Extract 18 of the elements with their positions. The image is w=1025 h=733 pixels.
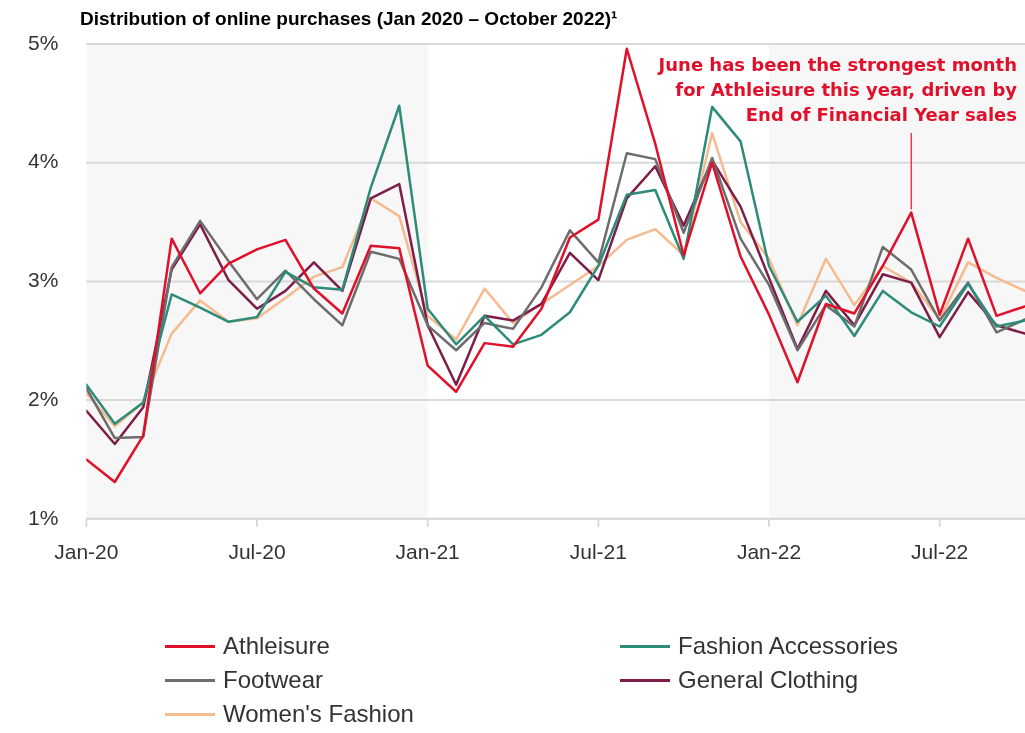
x-tick-label: Jan-22 bbox=[736, 540, 802, 564]
y-tick-label: 5% bbox=[27, 30, 59, 54]
legend-label: General Clothing bbox=[678, 666, 859, 694]
x-tick-label: Jul-20 bbox=[228, 540, 286, 564]
y-tick-label: 4% bbox=[27, 149, 59, 173]
annotation: June has been the strongest month for Athleisure this year, driven by End of Financial Year sales bbox=[656, 53, 1018, 125]
x-tick-label: Jan-21 bbox=[395, 540, 460, 564]
chart-title: Distribution of online purchases (Jan 2020 – October 2022)¹ bbox=[80, 8, 618, 30]
y-tick-label: 3% bbox=[27, 268, 59, 292]
x-tick-label: Jul-22 bbox=[911, 540, 969, 564]
legend-label: Athleisure bbox=[223, 632, 330, 660]
legend-label: Women's Fashion bbox=[223, 700, 414, 728]
x-tick-label: Jan-20 bbox=[54, 540, 119, 564]
legend-label: Footwear bbox=[223, 666, 324, 694]
y-tick-label: 2% bbox=[27, 386, 59, 410]
legend-label: Fashion Accessories bbox=[678, 632, 899, 660]
x-tick-label: Jul-21 bbox=[569, 540, 627, 564]
y-tick-label: 1% bbox=[27, 505, 59, 529]
